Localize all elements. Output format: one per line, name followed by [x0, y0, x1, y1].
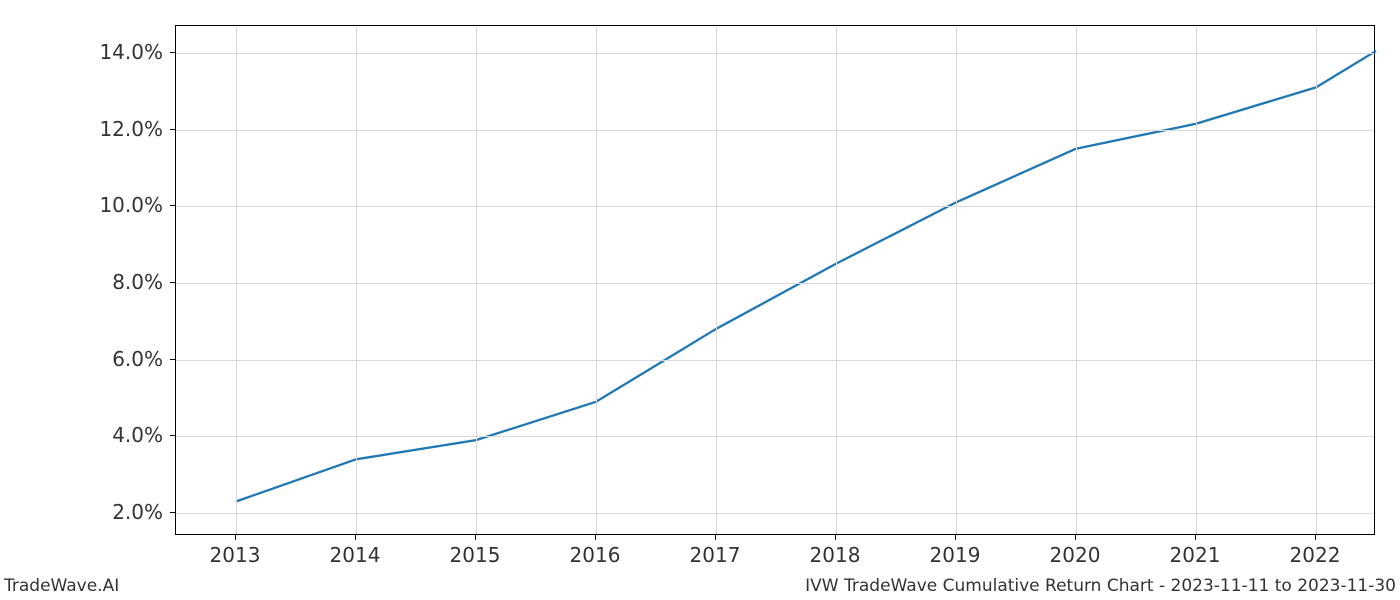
footer-left-text: TradeWave.AI — [4, 576, 119, 596]
grid-line-vertical — [476, 26, 477, 534]
x-tick-mark — [1315, 535, 1316, 540]
x-tick-mark — [235, 535, 236, 540]
y-tick-mark — [170, 359, 175, 360]
grid-line-vertical — [1196, 26, 1197, 534]
y-tick-label: 12.0% — [99, 117, 163, 141]
grid-line-vertical — [1316, 26, 1317, 534]
y-tick-mark — [170, 205, 175, 206]
y-tick-mark — [170, 129, 175, 130]
grid-line-vertical — [956, 26, 957, 534]
grid-line-vertical — [1076, 26, 1077, 534]
x-tick-label: 2018 — [810, 543, 861, 567]
y-tick-mark — [170, 512, 175, 513]
y-tick-mark — [170, 282, 175, 283]
x-tick-mark — [1195, 535, 1196, 540]
footer-right-text: IVW TradeWave Cumulative Return Chart - … — [805, 576, 1396, 596]
x-tick-mark — [355, 535, 356, 540]
plot-area — [175, 25, 1375, 535]
grid-line-vertical — [596, 26, 597, 534]
chart-container: TradeWave.AI IVW TradeWave Cumulative Re… — [0, 0, 1400, 600]
y-tick-label: 8.0% — [112, 270, 163, 294]
y-tick-mark — [170, 52, 175, 53]
y-tick-label: 10.0% — [99, 193, 163, 217]
x-tick-label: 2017 — [690, 543, 741, 567]
grid-line-vertical — [356, 26, 357, 534]
y-tick-label: 14.0% — [99, 40, 163, 64]
x-tick-label: 2019 — [930, 543, 981, 567]
x-tick-mark — [475, 535, 476, 540]
grid-line-vertical — [716, 26, 717, 534]
x-tick-label: 2022 — [1290, 543, 1341, 567]
x-tick-label: 2021 — [1170, 543, 1221, 567]
y-tick-label: 6.0% — [112, 347, 163, 371]
x-tick-label: 2020 — [1050, 543, 1101, 567]
y-tick-label: 2.0% — [112, 500, 163, 524]
grid-line-vertical — [236, 26, 237, 534]
y-tick-mark — [170, 435, 175, 436]
x-tick-label: 2014 — [330, 543, 381, 567]
y-tick-label: 4.0% — [112, 423, 163, 447]
x-tick-mark — [595, 535, 596, 540]
grid-line-vertical — [836, 26, 837, 534]
x-tick-mark — [1075, 535, 1076, 540]
x-tick-label: 2016 — [570, 543, 621, 567]
x-tick-mark — [835, 535, 836, 540]
x-tick-label: 2015 — [450, 543, 501, 567]
x-tick-mark — [715, 535, 716, 540]
return-line — [236, 51, 1376, 502]
x-tick-label: 2013 — [210, 543, 261, 567]
x-tick-mark — [955, 535, 956, 540]
